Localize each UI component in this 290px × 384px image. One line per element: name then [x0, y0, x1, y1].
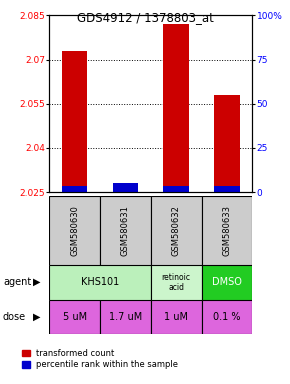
Bar	[214, 95, 240, 192]
Text: GSM580630: GSM580630	[70, 205, 79, 256]
Bar	[151, 265, 202, 300]
Text: ▶: ▶	[33, 277, 41, 287]
Text: 5 uM: 5 uM	[63, 312, 87, 322]
Text: retinoic
acid: retinoic acid	[162, 273, 191, 292]
Bar	[62, 186, 87, 192]
Bar	[100, 300, 151, 334]
Text: GSM580632: GSM580632	[172, 205, 181, 256]
Bar	[164, 24, 189, 192]
Bar	[113, 183, 138, 192]
Text: GSM580631: GSM580631	[121, 205, 130, 256]
Bar	[49, 300, 100, 334]
Text: dose: dose	[3, 312, 26, 322]
Text: GSM580633: GSM580633	[222, 205, 231, 256]
Text: 1 uM: 1 uM	[164, 312, 188, 322]
Bar	[113, 183, 138, 192]
Bar	[62, 51, 87, 192]
Bar	[202, 265, 252, 300]
Bar	[202, 300, 252, 334]
Legend: transformed count, percentile rank within the sample: transformed count, percentile rank withi…	[19, 346, 182, 372]
Text: GDS4912 / 1378803_at: GDS4912 / 1378803_at	[77, 12, 213, 25]
Text: 1.7 uM: 1.7 uM	[109, 312, 142, 322]
Text: ▶: ▶	[33, 312, 41, 322]
Bar	[49, 196, 100, 265]
Bar	[214, 186, 240, 192]
Bar	[202, 196, 252, 265]
Bar	[151, 196, 202, 265]
Bar	[151, 300, 202, 334]
Text: DMSO: DMSO	[212, 277, 242, 287]
Bar	[100, 196, 151, 265]
Bar	[164, 186, 189, 192]
Bar	[49, 265, 151, 300]
Text: 0.1 %: 0.1 %	[213, 312, 241, 322]
Text: agent: agent	[3, 277, 31, 287]
Text: KHS101: KHS101	[81, 277, 119, 287]
